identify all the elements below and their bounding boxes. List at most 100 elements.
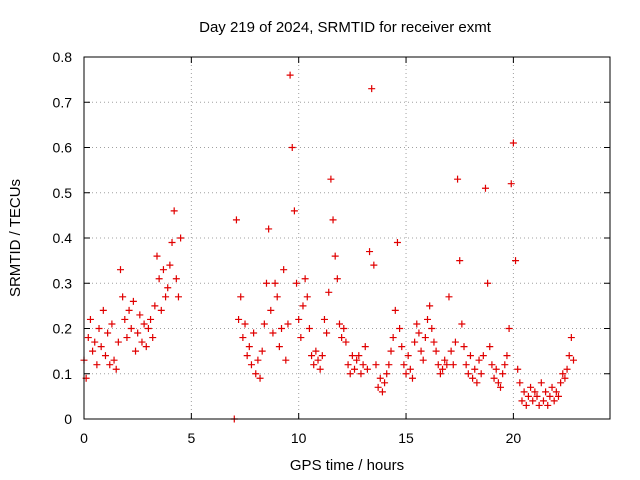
data-point (430, 338, 438, 346)
data-point (151, 302, 159, 310)
data-point (155, 275, 163, 283)
data-point (237, 293, 245, 301)
data-point (385, 361, 393, 369)
data-point (280, 266, 288, 274)
data-point (413, 320, 421, 328)
data-point (267, 306, 275, 314)
data-point (557, 379, 565, 387)
data-point (389, 334, 397, 342)
data-point (432, 347, 440, 355)
data-point (159, 266, 167, 274)
data-point (408, 374, 416, 382)
data-point (293, 279, 301, 287)
data-point (286, 71, 294, 79)
data-point (153, 252, 161, 260)
data-point (509, 139, 517, 147)
data-point (439, 365, 447, 373)
data-point (250, 329, 258, 337)
data-point (254, 356, 262, 364)
data-point (378, 388, 386, 396)
data-point (411, 338, 419, 346)
data-point (363, 365, 371, 373)
chart-title: Day 219 of 2024, SRMTID for receiver exm… (199, 19, 492, 36)
data-point (535, 401, 543, 409)
grid-layer (84, 57, 610, 419)
data-points (80, 71, 578, 423)
data-point (484, 279, 492, 287)
y-tick-label: 0.8 (53, 49, 73, 65)
data-point (168, 239, 176, 247)
data-point (331, 252, 339, 260)
data-point (486, 343, 494, 351)
data-point (243, 352, 251, 360)
data-point (404, 352, 412, 360)
data-point (333, 275, 341, 283)
data-point (335, 320, 343, 328)
y-tick-label: 0.4 (53, 230, 73, 246)
data-point (419, 356, 427, 364)
data-point (351, 365, 359, 373)
data-point (338, 334, 346, 342)
data-point (86, 315, 94, 323)
data-point (529, 397, 537, 405)
data-point (501, 361, 509, 369)
data-point (357, 370, 365, 378)
data-point (295, 315, 303, 323)
data-point (473, 379, 481, 387)
data-point (512, 257, 520, 265)
data-point (89, 347, 97, 355)
data-point (99, 306, 107, 314)
data-point (284, 320, 292, 328)
data-point (462, 361, 470, 369)
data-point (232, 216, 240, 224)
data-point (449, 361, 457, 369)
data-point (396, 325, 404, 332)
data-point (475, 356, 483, 364)
data-point (550, 397, 558, 405)
y-tick-label: 0.7 (53, 94, 73, 110)
data-point (533, 392, 541, 400)
data-point (436, 370, 444, 378)
data-point (106, 361, 114, 369)
x-tick-label: 20 (506, 430, 522, 446)
data-point (524, 392, 532, 400)
data-point (548, 383, 556, 391)
data-point (132, 347, 140, 355)
data-point (144, 325, 152, 332)
data-point (91, 338, 99, 346)
x-tick-label: 10 (291, 430, 307, 446)
data-point (387, 347, 395, 355)
data-point (108, 320, 116, 328)
data-point (368, 85, 376, 93)
data-point (177, 234, 185, 242)
data-point (477, 370, 485, 378)
data-point (147, 315, 155, 323)
data-point (325, 288, 333, 296)
data-point (398, 343, 406, 351)
x-tick-label: 5 (187, 430, 195, 446)
data-point (552, 388, 560, 396)
data-point (383, 370, 391, 378)
x-tick-label: 15 (398, 430, 414, 446)
data-point (527, 383, 535, 391)
data-point (426, 302, 434, 310)
data-point (400, 361, 408, 369)
data-point (318, 352, 326, 360)
data-point (539, 397, 547, 405)
data-point (381, 379, 389, 387)
data-point (417, 347, 425, 355)
data-point (565, 352, 573, 360)
data-point (348, 352, 356, 360)
data-point (149, 334, 157, 342)
data-point (520, 388, 528, 396)
data-point (258, 347, 266, 355)
data-point (316, 365, 324, 373)
y-tick-label: 0.2 (53, 321, 73, 337)
data-point (494, 379, 502, 387)
data-point (497, 383, 505, 391)
data-point (492, 365, 500, 373)
data-point (245, 343, 253, 351)
data-point (308, 352, 316, 360)
data-point (374, 383, 382, 391)
data-point (451, 338, 459, 346)
